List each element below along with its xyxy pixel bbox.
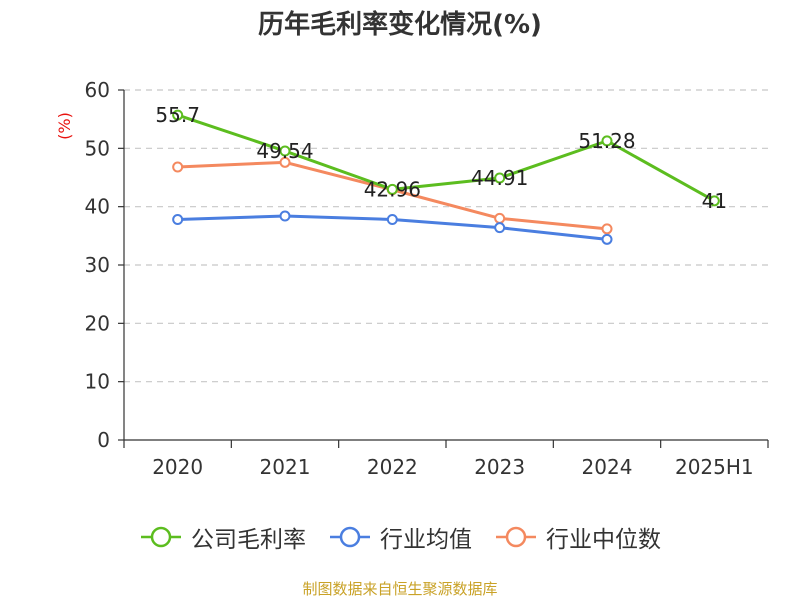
data-point (279, 145, 291, 157)
legend-circle (339, 526, 361, 548)
data-label: 44.91 (471, 166, 528, 190)
data-label: 49.54 (256, 139, 313, 163)
chart-title: 历年毛利率变化情况(%) (258, 10, 542, 40)
data-point (386, 183, 398, 195)
legend-circle (150, 526, 172, 548)
y-tick-label: 20 (85, 311, 110, 335)
y-axis-label: (%) (55, 112, 74, 140)
y-tick-label: 40 (85, 195, 110, 219)
x-tick-label: 2021 (260, 455, 311, 479)
legend-circle (505, 526, 527, 548)
data-point (601, 223, 613, 235)
y-tick-label: 60 (85, 78, 110, 102)
legend-label: 公司毛利率 (191, 527, 306, 553)
legend-marker-icon (330, 526, 370, 548)
legend-label: 行业均值 (380, 527, 472, 553)
data-point (172, 109, 184, 121)
x-tick-label: 2024 (582, 455, 633, 479)
data-point (386, 214, 398, 225)
legend-marker-icon (141, 526, 181, 548)
legend-item-company-margin[interactable]: 公司毛利率 (139, 520, 306, 554)
data-label: 55.7 (155, 103, 200, 127)
data-label: 41 (702, 189, 727, 213)
data-point (172, 214, 184, 225)
data-point (279, 210, 291, 222)
x-tick-label: 2020 (152, 455, 203, 479)
series-line (177, 113, 716, 203)
data-point (279, 156, 291, 168)
legend: 公司毛利率 行业均值 行业中位数 (0, 520, 800, 554)
legend-item-industry-median[interactable]: 行业中位数 (494, 520, 661, 554)
data-point (494, 172, 506, 184)
legend-item-industry-mean[interactable]: 行业均值 (328, 520, 472, 554)
data-point (494, 222, 506, 234)
data-label: 51.28 (578, 129, 635, 153)
data-point (494, 212, 506, 224)
x-tick-label: 2025H1 (675, 455, 754, 479)
y-tick-label: 50 (85, 136, 110, 160)
y-tick-label: 30 (85, 253, 110, 277)
data-point (172, 161, 184, 173)
x-tick-label: 2022 (367, 455, 418, 479)
data-point (601, 135, 613, 147)
legend-label: 行业中位数 (546, 527, 661, 553)
data-point (708, 195, 720, 207)
y-tick-label: 10 (85, 370, 110, 394)
source-footer: 制图数据来自恒生聚源数据库 (302, 580, 498, 598)
y-tick-label: 0 (97, 428, 110, 452)
data-label: 42.96 (364, 177, 421, 201)
legend-marker-icon (496, 526, 536, 548)
data-point (601, 233, 613, 245)
x-tick-label: 2023 (474, 455, 525, 479)
